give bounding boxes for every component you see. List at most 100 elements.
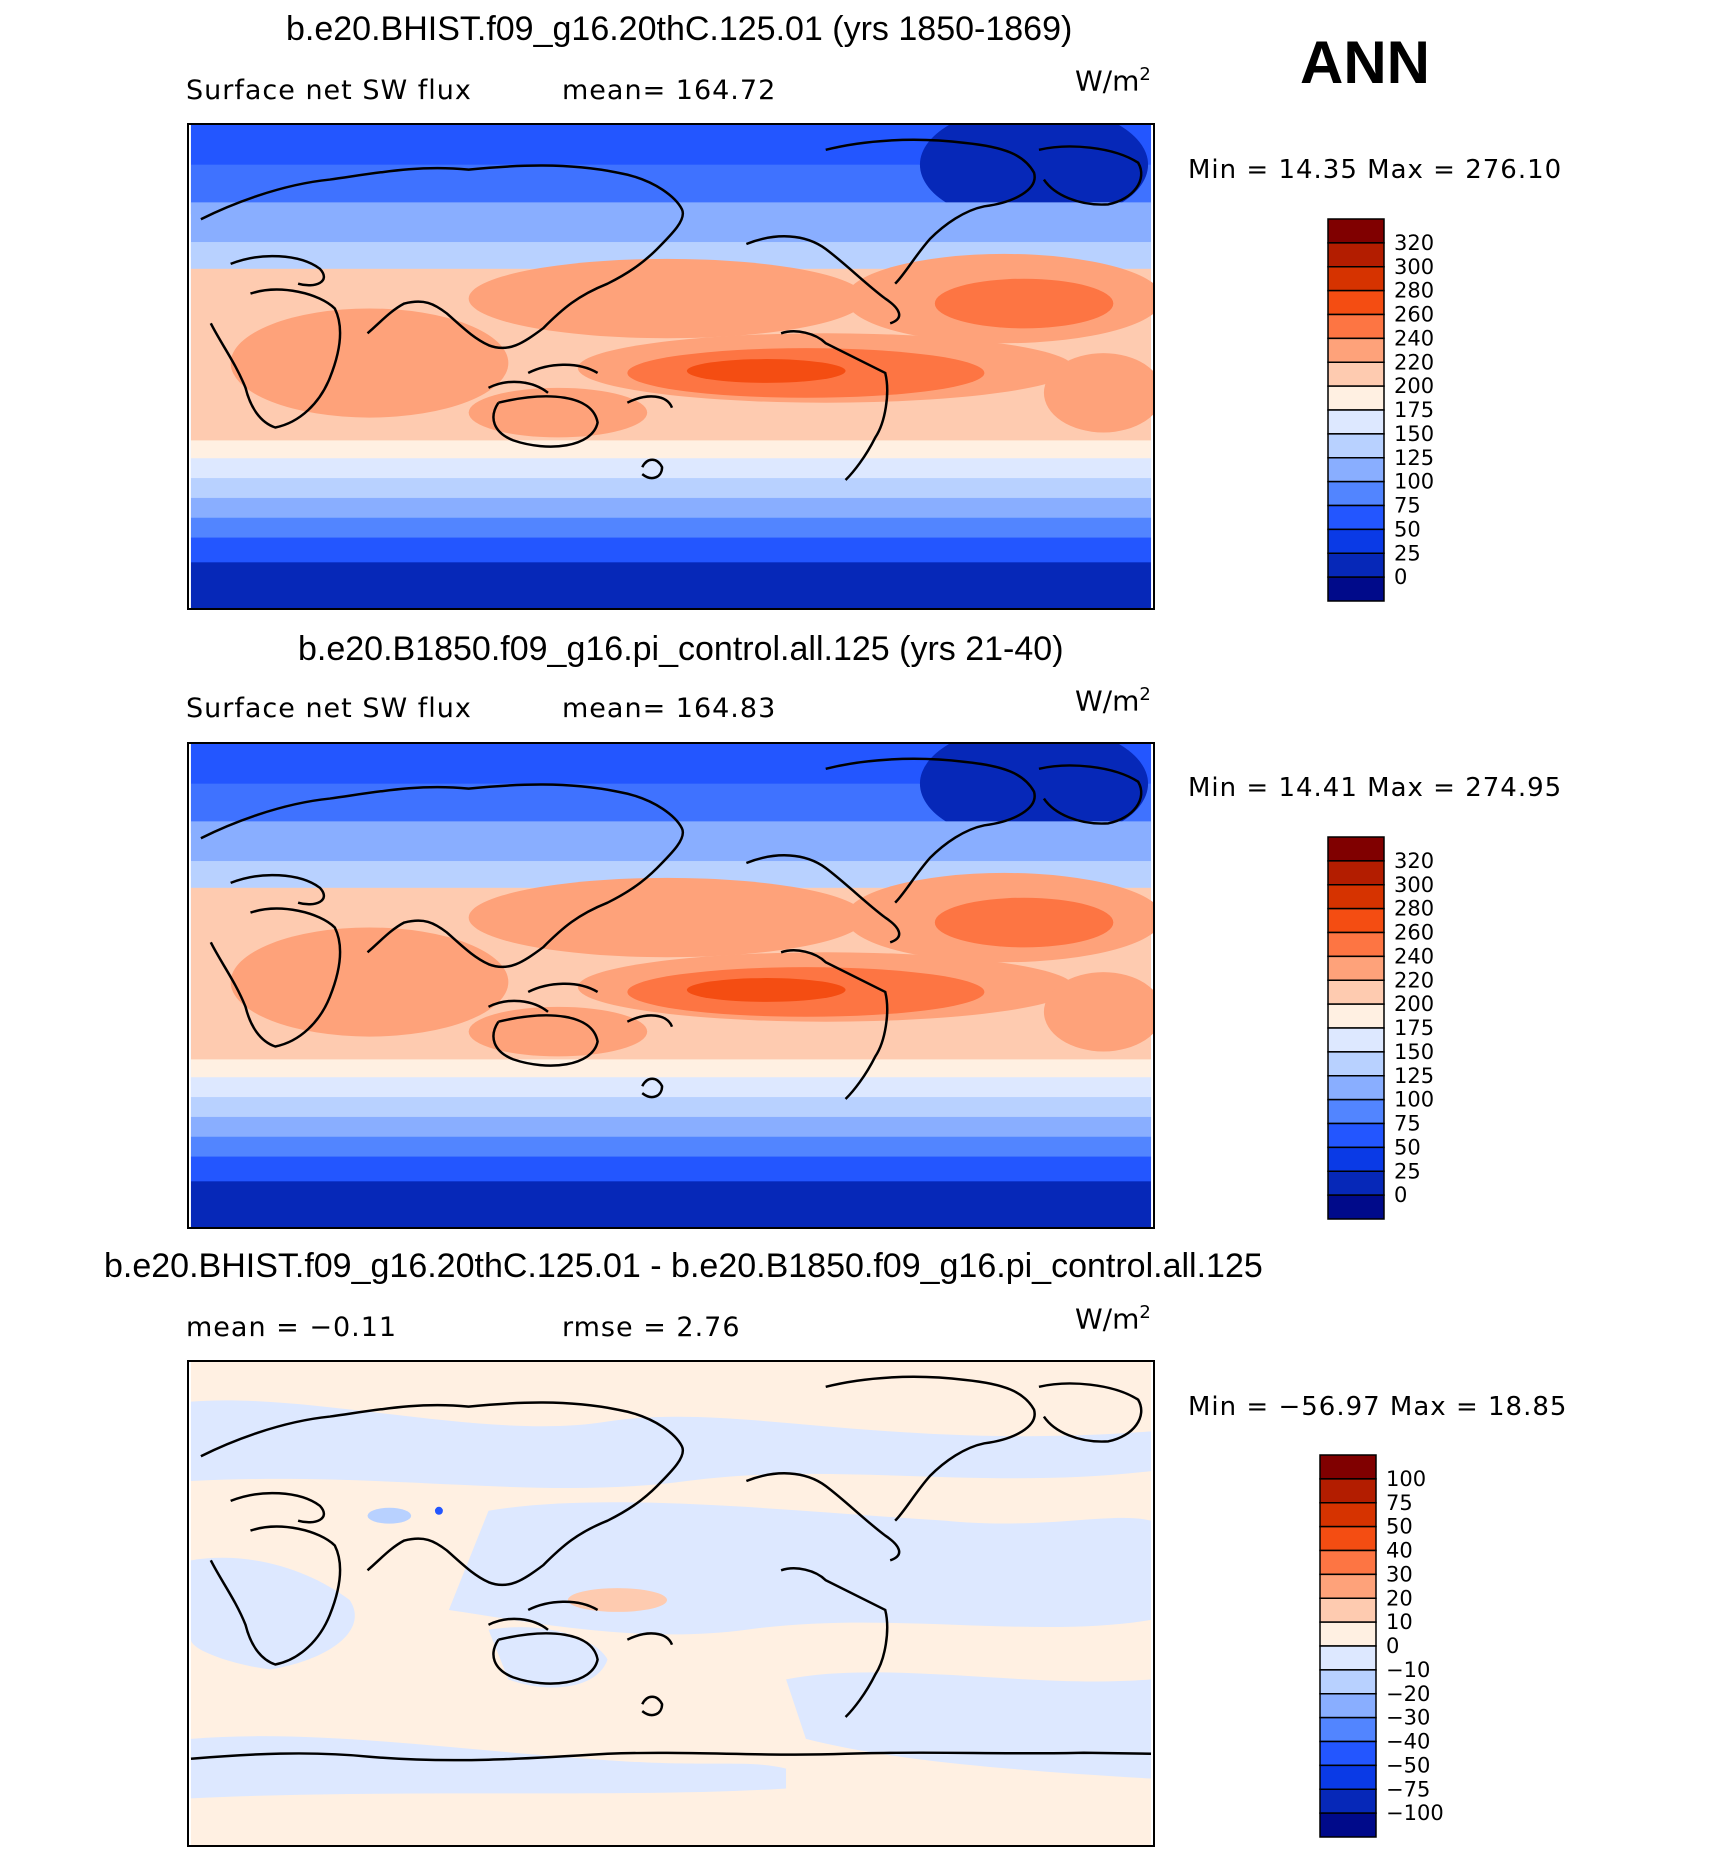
colorbar-tick-label: 25	[1394, 541, 1421, 565]
colorbar-tick-label: 260	[1394, 303, 1434, 327]
colorbar-swatch	[1327, 242, 1385, 268]
colorbar-swatch	[1319, 1525, 1377, 1552]
colorbar-swatch	[1327, 955, 1385, 981]
panel2-minmax: Min = 14.41 Max = 274.95	[1188, 773, 1563, 803]
colorbar-tick-label: −20	[1386, 1682, 1430, 1706]
panel1-minmax: Min = 14.35 Max = 276.10	[1188, 155, 1563, 185]
colorbar-tick-label: 125	[1394, 1064, 1434, 1088]
panel1-title: b.e20.BHIST.f09_g16.20thC.125.01 (yrs 18…	[286, 10, 1073, 48]
colorbar-swatch	[1327, 1027, 1385, 1053]
colorbar-tick-label: 320	[1394, 231, 1434, 255]
colorbar-tick-label: −10	[1386, 1658, 1430, 1682]
colorbar-swatch	[1327, 836, 1385, 862]
colorbar-tick-label: 300	[1394, 255, 1434, 279]
colorbar-swatch	[1327, 218, 1385, 244]
panel3-units: W/m2	[1075, 1302, 1151, 1336]
panel3-mean: mean = −0.11	[186, 1312, 398, 1343]
colorbar-swatch	[1327, 931, 1385, 958]
colorbar-swatch	[1327, 1003, 1385, 1029]
colorbar-tick-label: 240	[1394, 326, 1434, 350]
colorbar-swatch	[1319, 1812, 1377, 1838]
panel2-units: W/m2	[1075, 684, 1151, 718]
colorbar-swatch	[1319, 1764, 1377, 1790]
panel1-left-label: Surface net SW flux	[186, 75, 472, 106]
colorbar-swatch	[1327, 313, 1385, 340]
colorbar-tick-label: −40	[1386, 1730, 1430, 1754]
colorbar-tick-label: −30	[1386, 1706, 1430, 1730]
colorbar-tick-label: 220	[1394, 968, 1434, 992]
colorbar-tick-label: −50	[1386, 1753, 1430, 1777]
colorbar-swatch	[1327, 860, 1385, 886]
panel1-coastlines	[200, 138, 1143, 481]
colorbar-swatch	[1327, 979, 1385, 1005]
colorbar-tick-label: 0	[1394, 1183, 1407, 1207]
colorbar-tick-label: 25	[1394, 1159, 1421, 1183]
colorbar-swatch	[1327, 289, 1385, 316]
panel3-title: b.e20.BHIST.f09_g16.20thC.125.01 - b.e20…	[104, 1247, 1263, 1285]
colorbar-swatch	[1319, 1645, 1377, 1671]
colorbar-swatch	[1327, 1146, 1385, 1172]
colorbar-tick-label: 50	[1394, 1135, 1421, 1159]
colorbar-swatch	[1327, 457, 1385, 483]
colorbar-swatch	[1327, 266, 1385, 292]
colorbar-swatch	[1319, 1788, 1377, 1814]
colorbar-tick-label: 100	[1386, 1467, 1426, 1491]
panel3-map	[187, 1360, 1155, 1847]
colorbar-tick-label: 280	[1394, 897, 1434, 921]
colorbar-swatch	[1327, 1051, 1385, 1077]
colorbar-tick-label: 0	[1394, 565, 1407, 589]
colorbar-swatch	[1327, 433, 1385, 459]
colorbar-tick-label: −100	[1386, 1801, 1444, 1825]
colorbar-tick-label: 75	[1386, 1491, 1413, 1515]
colorbar-swatch	[1319, 1454, 1377, 1480]
colorbar-tick-label: 280	[1394, 279, 1434, 303]
panel1-map	[187, 123, 1155, 610]
colorbar-tick-label: 20	[1386, 1586, 1413, 1610]
colorbar-tick-label: 10	[1386, 1610, 1413, 1634]
colorbar-swatch	[1327, 361, 1385, 387]
colorbar-tick-label: 0	[1386, 1634, 1399, 1658]
colorbar-tick-label: 75	[1394, 494, 1421, 518]
colorbar-tick-label: 150	[1394, 422, 1434, 446]
panel2-mean: mean= 164.83	[562, 693, 777, 724]
panel2-title: b.e20.B1850.f09_g16.pi_control.all.125 (…	[298, 630, 1064, 668]
panel3-coastlines	[190, 1375, 1152, 1762]
panel3-minmax: Min = −56.97 Max = 18.85	[1188, 1392, 1568, 1422]
colorbar-tick-label: 220	[1394, 350, 1434, 374]
colorbar-swatch	[1327, 1098, 1385, 1125]
colorbar-tick-label: 50	[1394, 517, 1421, 541]
colorbar-swatch	[1319, 1549, 1377, 1576]
colorbar-tick-label: 175	[1394, 1016, 1434, 1040]
colorbar-tick-label: 100	[1394, 1088, 1434, 1112]
colorbar-swatch	[1327, 1122, 1385, 1149]
colorbar-tick-label: 260	[1394, 921, 1434, 945]
colorbar-tick-label: 240	[1394, 944, 1434, 968]
colorbar-swatch	[1327, 337, 1385, 363]
colorbar-tick-label: 50	[1386, 1515, 1413, 1539]
panel1-field	[190, 125, 1153, 608]
colorbar-swatch	[1327, 552, 1385, 578]
colorbar-swatch	[1327, 528, 1385, 554]
colorbar-swatch	[1327, 1170, 1385, 1196]
colorbar-swatch	[1327, 504, 1385, 531]
panel2-left-label: Surface net SW flux	[186, 693, 472, 724]
colorbar-tick-label: 100	[1394, 470, 1434, 494]
colorbar-tick-label: 75	[1394, 1112, 1421, 1136]
panel1-units: W/m2	[1075, 64, 1151, 98]
colorbar-swatch	[1327, 1194, 1385, 1220]
colorbar-swatch	[1327, 1075, 1385, 1101]
colorbar-swatch	[1319, 1693, 1377, 1719]
colorbar-tick-label: −75	[1386, 1777, 1430, 1801]
colorbar-swatch	[1327, 576, 1385, 602]
colorbar-tick-label: 200	[1394, 374, 1434, 398]
panel2-map	[187, 742, 1155, 1229]
colorbar-tick-label: 175	[1394, 398, 1434, 422]
colorbar-tick-label: 150	[1394, 1040, 1434, 1064]
panel3-rmse: rmse = 2.76	[562, 1312, 741, 1343]
colorbar-tick-label: 320	[1394, 849, 1434, 873]
colorbar-swatch	[1327, 409, 1385, 435]
colorbar-swatch	[1327, 480, 1385, 507]
colorbar-swatch	[1319, 1478, 1377, 1504]
